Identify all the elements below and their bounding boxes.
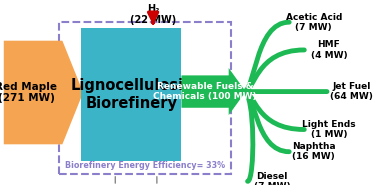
Text: Jet Fuel
(64 MW): Jet Fuel (64 MW) <box>330 82 373 101</box>
Text: Red Maple
(271 MW): Red Maple (271 MW) <box>0 82 57 103</box>
Text: H₂
(22 MW): H₂ (22 MW) <box>130 4 176 25</box>
Text: HMF
(4 MW): HMF (4 MW) <box>311 40 347 60</box>
PathPatch shape <box>4 41 83 144</box>
PathPatch shape <box>181 68 246 115</box>
Text: Lignocellulosic
Biorefinery: Lignocellulosic Biorefinery <box>70 78 192 111</box>
FancyBboxPatch shape <box>81 28 181 161</box>
Text: Light Ends
(1 MW): Light Ends (1 MW) <box>302 120 356 139</box>
Text: Biorefinery Energy Efficiency= 33%: Biorefinery Energy Efficiency= 33% <box>65 161 226 170</box>
Text: Naphtha
(16 MW): Naphtha (16 MW) <box>292 142 336 161</box>
Text: Acetic Acid
(7 MW): Acetic Acid (7 MW) <box>285 13 342 32</box>
Text: Renewable Fuels &
Chemicals (100 MW): Renewable Fuels & Chemicals (100 MW) <box>153 82 257 101</box>
Text: Diesel
(7 MW): Diesel (7 MW) <box>254 172 290 185</box>
